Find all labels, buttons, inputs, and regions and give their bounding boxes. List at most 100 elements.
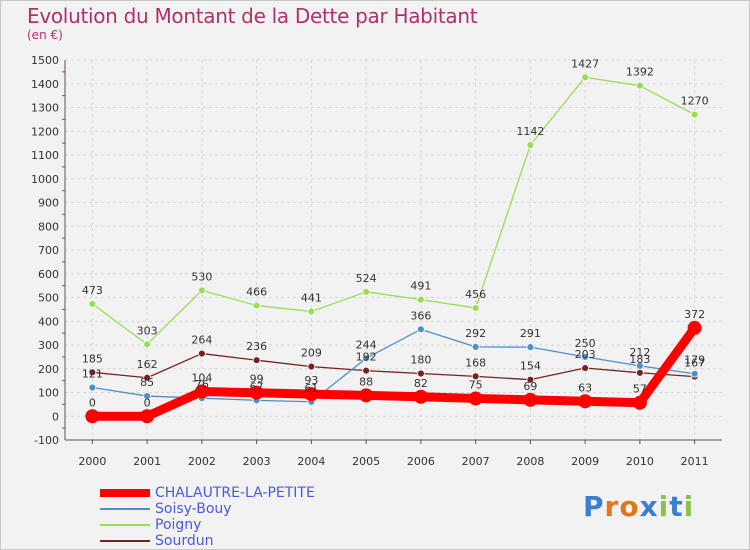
data-point [471, 342, 480, 351]
series-line [87, 323, 700, 421]
data-label: 1427 [571, 57, 599, 70]
y-tick-label: 1200 [31, 125, 59, 138]
x-tick-label: 2004 [297, 455, 325, 468]
data-point [526, 375, 535, 384]
data-point [88, 368, 97, 377]
data-label: 69 [523, 380, 537, 393]
data-label: 491 [410, 280, 431, 293]
data-point [362, 366, 371, 375]
data-label: 473 [82, 284, 103, 297]
logo-letter: x [639, 490, 659, 523]
data-label: 441 [301, 292, 322, 305]
logo-letter: i [683, 490, 695, 523]
logo-letter: i [658, 490, 670, 523]
data-label: 1142 [516, 125, 544, 138]
y-tick-label: 100 [38, 387, 59, 400]
chart-subtitle: (en €) [27, 28, 63, 42]
y-tick-label: 300 [38, 339, 59, 352]
data-point [143, 373, 152, 382]
data-label: 212 [629, 346, 650, 359]
data-point [635, 81, 644, 90]
data-label: 292 [465, 327, 486, 340]
data-label: 0 [144, 396, 151, 409]
x-tick-label: 2011 [681, 455, 709, 468]
legend-swatch [100, 524, 150, 526]
data-point [362, 287, 371, 296]
line-chart: -100010020030040050060070080090010001100… [31, 54, 722, 468]
x-tick-label: 2010 [626, 455, 654, 468]
data-point [523, 392, 538, 407]
legend-item-sourdun: Sourdun [100, 533, 400, 549]
data-point [471, 372, 480, 381]
data-point [471, 304, 480, 312]
logo-letter: t [669, 490, 684, 523]
data-point [143, 392, 152, 400]
data-point [468, 391, 483, 406]
data-point [632, 395, 647, 410]
legend-label: CHALAUTRE-LA-PETITE [155, 485, 315, 501]
y-tick-label: 500 [38, 292, 59, 305]
data-point [252, 301, 261, 310]
y-tick-label: 200 [38, 363, 59, 376]
data-label: 524 [356, 272, 377, 285]
legend-label: Soisy-Bouy [155, 501, 232, 517]
legend-item-chalautre: CHALAUTRE-LA-PETITE [100, 485, 400, 501]
data-label: 0 [89, 396, 96, 409]
data-point [581, 364, 590, 372]
data-point [307, 362, 316, 371]
data-point [197, 286, 206, 295]
x-tick-label: 2005 [352, 455, 380, 468]
data-label: 63 [578, 381, 592, 394]
data-point [88, 383, 97, 392]
data-label: 82 [414, 377, 428, 390]
data-label: 466 [246, 286, 267, 299]
data-label: 244 [356, 338, 377, 351]
chart-legend: CHALAUTRE-LA-PETITE Soisy-Bouy Poigny So… [100, 485, 400, 549]
data-label: 303 [137, 324, 158, 337]
data-point [249, 385, 264, 400]
data-label: 183 [629, 353, 650, 366]
chart-title: Evolution du Montant de la Dette par Hab… [27, 4, 478, 28]
y-tick-label: 1100 [31, 149, 59, 162]
y-tick-label: 600 [38, 268, 59, 281]
data-point [526, 141, 535, 149]
data-label: 366 [410, 309, 431, 322]
data-label: 1392 [626, 66, 654, 79]
data-label: 1270 [681, 95, 709, 108]
data-point [413, 389, 428, 404]
x-tick-label: 2002 [188, 455, 216, 468]
y-tick-label: 900 [38, 197, 59, 210]
legend-label: Sourdun [155, 533, 214, 549]
data-point [416, 295, 425, 304]
data-label: 162 [137, 358, 158, 371]
y-tick-label: 1500 [31, 54, 59, 67]
data-point [85, 409, 100, 424]
logo-letter: o [619, 490, 640, 523]
data-point [526, 343, 535, 352]
data-label: 168 [465, 356, 486, 369]
data-point [140, 409, 155, 424]
data-label: 250 [575, 337, 596, 350]
y-tick-label: 1400 [31, 78, 59, 91]
x-tick-label: 2000 [78, 455, 106, 468]
x-tick-label: 2009 [571, 455, 599, 468]
data-point [635, 361, 644, 370]
data-point [578, 394, 593, 409]
data-label: 372 [684, 308, 705, 321]
data-label: 179 [684, 354, 705, 367]
data-point [194, 384, 209, 399]
data-point [252, 356, 261, 365]
proxiti-logo: Proxiti [583, 490, 694, 523]
y-tick-label: 1000 [31, 173, 59, 186]
data-point [359, 388, 374, 403]
legend-label: Poigny [155, 517, 202, 533]
y-tick-label: -100 [34, 434, 59, 447]
data-label: 291 [520, 327, 541, 340]
series-line [91, 76, 696, 345]
data-point [88, 300, 97, 308]
logo-letter: r [604, 490, 620, 523]
data-label: 180 [410, 354, 431, 367]
data-label: 530 [191, 270, 212, 283]
data-label: 104 [191, 372, 212, 385]
legend-swatch [100, 508, 150, 510]
